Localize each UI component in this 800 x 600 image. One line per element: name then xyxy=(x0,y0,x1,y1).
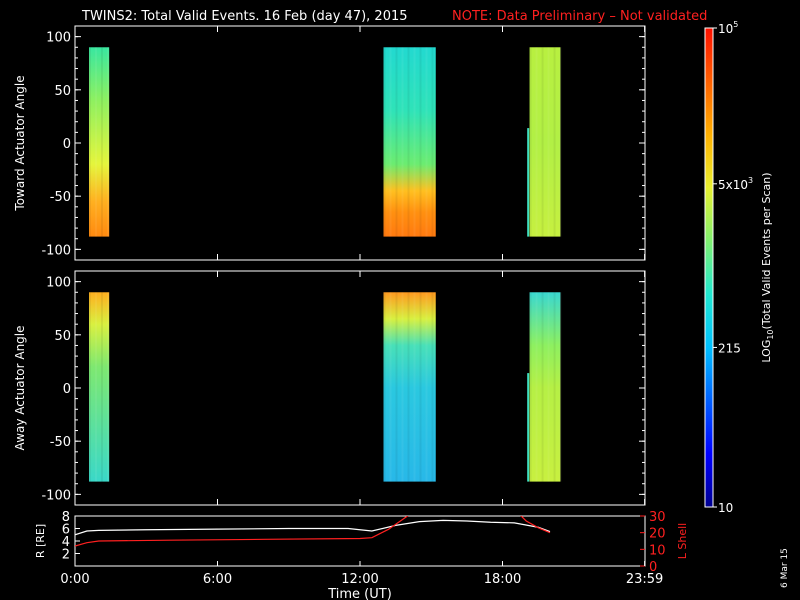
away-angle-panel: 100 50 0 -50 -100 Away Actuator Angle xyxy=(13,270,646,506)
data-block xyxy=(383,292,436,482)
scan-column xyxy=(95,47,97,237)
scan-column xyxy=(559,292,562,482)
data-block xyxy=(529,292,561,482)
scan-column xyxy=(547,292,550,482)
x-tick-label: 23:59 xyxy=(626,572,663,587)
scan-column xyxy=(413,292,416,482)
scan-column xyxy=(419,292,422,482)
scan-column xyxy=(541,292,544,482)
x-axis-label: Time (UT) xyxy=(327,587,392,600)
scan-column xyxy=(389,292,392,482)
y-tick-label-left: 2 xyxy=(62,548,70,563)
scan-column xyxy=(107,47,109,237)
y-tick-label: -50 xyxy=(50,190,71,205)
scan-column xyxy=(559,47,562,237)
y-tick-label: 100 xyxy=(46,31,71,46)
series-line-l xyxy=(75,516,409,547)
y-axis-label: Away Actuator Angle xyxy=(13,325,27,450)
y-tick-label-right: 10 xyxy=(649,543,666,558)
x-tick-label: 12:00 xyxy=(341,572,378,587)
colorbar-tick-label: 105 xyxy=(718,20,738,36)
y-tick-label: 100 xyxy=(46,276,71,291)
scan-column xyxy=(529,292,532,482)
scan-column xyxy=(431,47,434,237)
scan-column xyxy=(395,292,398,482)
data-spike xyxy=(527,373,530,482)
scan-column xyxy=(101,47,103,237)
scan-column xyxy=(395,47,398,237)
scan-column xyxy=(101,292,103,482)
scan-column xyxy=(383,292,386,482)
scan-column xyxy=(389,47,392,237)
scan-column xyxy=(413,47,416,237)
scan-column xyxy=(541,47,544,237)
scan-column xyxy=(89,47,91,237)
scan-column xyxy=(431,292,434,482)
colorbar-scale xyxy=(704,27,714,508)
toward-angle-panel: 100 50 0 -50 -100 Toward Actuator Angle xyxy=(13,25,646,261)
scan-column xyxy=(553,47,556,237)
series-line-l2 xyxy=(520,516,551,534)
preliminary-note: NOTE: Data Preliminary – Not validated xyxy=(452,9,707,24)
y-axis-label-left: R [RE] xyxy=(34,524,47,558)
chart-title: TWINS2: Total Valid Events. 16 Feb (day … xyxy=(81,9,408,24)
y-tick-label-right: 0 xyxy=(649,560,657,575)
series-line-r xyxy=(75,519,551,536)
y-tick-label: 50 xyxy=(54,329,71,344)
scan-column xyxy=(535,292,538,482)
scan-column xyxy=(553,292,556,482)
scan-column xyxy=(419,47,422,237)
y-tick-label: 0 xyxy=(63,137,71,152)
y-tick-label: 50 xyxy=(54,84,71,99)
scan-column xyxy=(407,47,410,237)
data-spike xyxy=(527,128,530,237)
colorbar-tick-label: 215 xyxy=(718,341,741,355)
y-tick-label: -100 xyxy=(41,488,71,503)
y-tick-label-right: 20 xyxy=(649,527,666,542)
colorbar-tick-label: 5x103 xyxy=(718,176,753,192)
colorbar-label: LOG10(Total Valid Events per Scan) xyxy=(760,172,775,362)
data-block xyxy=(529,47,561,237)
data-block xyxy=(89,292,110,482)
y-tick-label-left: 4 xyxy=(62,535,70,550)
scan-column xyxy=(401,47,404,237)
scan-column xyxy=(383,47,386,237)
y-tick-label-left: 8 xyxy=(62,510,70,525)
y-tick-label: -100 xyxy=(41,243,71,258)
scan-column xyxy=(529,47,532,237)
scan-column xyxy=(107,292,109,482)
x-tick-label: 0:00 xyxy=(60,572,89,587)
data-block xyxy=(89,47,110,237)
y-axis-label: Toward Actuator Angle xyxy=(13,75,27,211)
scan-column xyxy=(425,47,428,237)
y-tick-label: -50 xyxy=(50,435,71,450)
scan-column xyxy=(95,292,97,482)
y-tick-label: 0 xyxy=(63,382,71,397)
x-tick-label: 18:00 xyxy=(484,572,521,587)
y-tick-label-right: 30 xyxy=(649,510,666,525)
scan-column xyxy=(401,292,404,482)
colorbar-tick-label: 10 xyxy=(718,501,733,515)
date-stamp: 6 Mar 15 xyxy=(780,548,790,588)
y-tick-label-left: 6 xyxy=(62,523,70,538)
scan-column xyxy=(547,47,550,237)
scan-column xyxy=(89,292,91,482)
scan-column xyxy=(535,47,538,237)
plot-frame xyxy=(74,515,646,567)
y-axis-label-right: L Shell xyxy=(676,523,689,559)
colorbar: 10 215 5x103 105 LOG10(Total Valid Events pe… xyxy=(704,20,775,515)
data-block xyxy=(383,47,436,237)
x-tick-label: 6:00 xyxy=(203,572,232,587)
scan-column xyxy=(425,292,428,482)
scan-column xyxy=(407,292,410,482)
